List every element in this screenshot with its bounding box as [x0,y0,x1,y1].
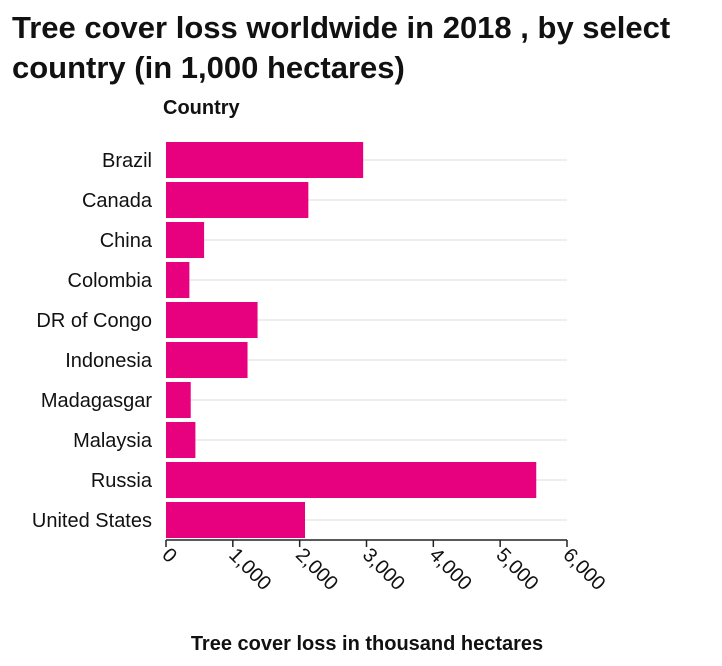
bar-brazil [166,142,364,178]
bar-colombia [166,262,190,298]
x-axis-ticks: 0 1,000 2,000 3,000 4,000 5,000 6,000 [157,540,609,595]
x-tick-label: 2,000 [291,544,342,595]
x-tick-label: 4,000 [425,544,476,595]
category-label: DR of Congo [36,310,152,332]
bar-canada [166,182,309,218]
category-label: Russia [91,470,153,492]
bar-madagasgar [166,382,191,418]
x-axis-title: Tree cover loss in thousand hectares [191,633,543,655]
bar-dr-of-congo [166,302,258,338]
category-label: Madagasgar [41,390,153,412]
bar-indonesia [166,342,248,378]
bar-russia [166,462,537,498]
bar-united-states [166,502,306,538]
category-label: Canada [82,190,153,212]
category-label: Colombia [68,270,153,292]
x-tick-label: 3,000 [358,544,409,595]
x-tick-label: 6,000 [558,544,609,595]
bars [166,142,537,538]
bar-malaysia [166,422,196,458]
category-label: Malaysia [73,430,153,452]
x-tick-label: 1,000 [224,544,275,595]
x-tick-label: 5,000 [492,544,543,595]
category-label: China [100,230,153,252]
bar-china [166,222,205,258]
category-label: Brazil [102,150,152,172]
category-label: Indonesia [65,350,153,372]
y-axis-title: Country [163,97,241,119]
category-labels: Brazil Canada China Colombia DR of Congo Indo… [32,150,153,532]
category-label: United States [32,510,152,532]
chart-title: Tree cover loss worldwide in 2018 , by s… [12,10,671,85]
x-tick-label: 0 [157,544,180,567]
